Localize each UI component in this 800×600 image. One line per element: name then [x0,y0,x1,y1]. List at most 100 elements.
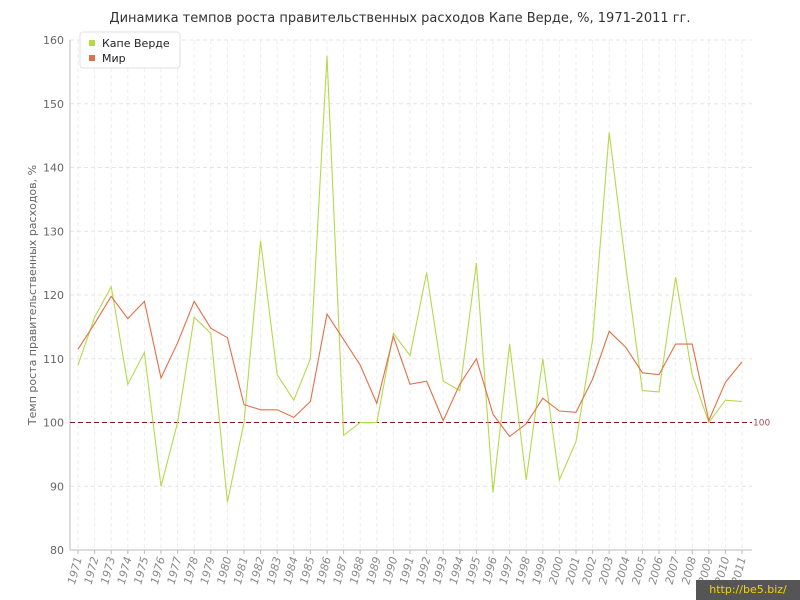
data-point[interactable] [723,398,728,403]
y-tick-label: 100 [43,417,64,430]
data-point[interactable] [92,315,97,320]
data-point[interactable] [623,345,628,350]
data-point[interactable] [474,261,479,266]
watermark-link[interactable]: http://be5.biz/ [696,580,800,600]
series-line-0[interactable] [77,55,743,503]
data-point[interactable] [142,299,147,304]
data-point[interactable] [441,379,446,384]
data-point[interactable] [109,284,114,289]
data-point[interactable] [408,382,413,387]
data-point[interactable] [623,264,628,269]
data-point[interactable] [192,299,197,304]
data-point[interactable] [557,409,562,414]
data-point[interactable] [325,53,330,58]
y-tick-label: 130 [43,225,64,238]
legend-swatch-1 [89,55,95,61]
data-point[interactable] [474,356,479,361]
data-point[interactable] [76,363,81,368]
data-point[interactable] [607,130,612,135]
data-point[interactable] [457,382,462,387]
y-tick-label: 150 [43,98,64,111]
data-point[interactable] [325,312,330,317]
y-tick-label: 110 [43,353,64,366]
data-point[interactable] [192,315,197,320]
data-point[interactable] [507,342,512,347]
data-point[interactable] [159,484,164,489]
data-point[interactable] [524,421,529,426]
data-point[interactable] [125,316,130,321]
data-point[interactable] [374,401,379,406]
data-point[interactable] [358,363,363,368]
data-point[interactable] [225,335,230,340]
data-point[interactable] [640,388,645,393]
data-point[interactable] [76,347,81,352]
data-point[interactable] [524,477,529,482]
reference-line-label: 100 [753,419,770,429]
data-point[interactable] [175,340,180,345]
legend-label-1[interactable]: Мир [102,52,126,65]
data-point[interactable] [408,353,413,358]
data-point[interactable] [740,359,745,364]
data-point[interactable] [640,370,645,375]
data-point[interactable] [740,399,745,404]
data-point[interactable] [540,356,545,361]
data-point[interactable] [657,372,662,377]
data-point[interactable] [441,418,446,423]
data-point[interactable] [607,329,612,334]
data-point[interactable] [491,490,496,495]
data-point[interactable] [574,410,579,415]
data-point[interactable] [690,372,695,377]
data-point[interactable] [308,356,313,361]
data-point[interactable] [125,382,130,387]
data-point[interactable] [673,342,678,347]
plot-area [70,40,752,550]
data-point[interactable] [557,477,562,482]
data-point[interactable] [358,420,363,425]
series-layer [76,53,745,505]
data-point[interactable] [424,270,429,275]
data-point[interactable] [341,337,346,342]
data-point[interactable] [590,337,595,342]
data-point[interactable] [590,377,595,382]
y-tick-label: 90 [50,480,64,493]
data-point[interactable] [291,415,296,420]
data-point[interactable] [275,407,280,412]
data-point[interactable] [159,375,164,380]
data-point[interactable] [690,342,695,347]
data-point[interactable] [208,326,213,331]
data-point[interactable] [175,420,180,425]
data-point[interactable] [374,420,379,425]
data-point[interactable] [673,275,678,280]
data-point[interactable] [258,238,263,243]
data-point[interactable] [507,434,512,439]
legend-label-0[interactable]: Капе Верде [102,37,170,50]
data-point[interactable] [391,334,396,339]
data-point[interactable] [723,380,728,385]
y-tick-label: 80 [50,544,64,557]
data-point[interactable] [242,402,247,407]
data-point[interactable] [275,372,280,377]
data-point[interactable] [706,418,711,423]
reference-line-group: 100 [70,419,770,429]
data-point[interactable] [574,439,579,444]
legend[interactable]: Капе Верде Мир [79,31,181,69]
data-point[interactable] [225,500,230,505]
data-point[interactable] [109,294,114,299]
data-point[interactable] [540,396,545,401]
data-point[interactable] [242,420,247,425]
y-tick-label: 140 [43,162,64,175]
data-point[interactable] [258,407,263,412]
data-point[interactable] [308,399,313,404]
series-line-1[interactable] [77,295,743,438]
data-point[interactable] [208,331,213,336]
chart-title: Динамика темпов роста правительственных … [109,11,690,26]
data-point[interactable] [92,321,97,326]
data-point[interactable] [657,389,662,394]
data-point[interactable] [491,412,496,417]
data-point[interactable] [142,350,147,355]
data-point[interactable] [424,379,429,384]
data-point[interactable] [291,398,296,403]
y-tick-label: 120 [43,289,64,302]
data-point[interactable] [341,433,346,438]
